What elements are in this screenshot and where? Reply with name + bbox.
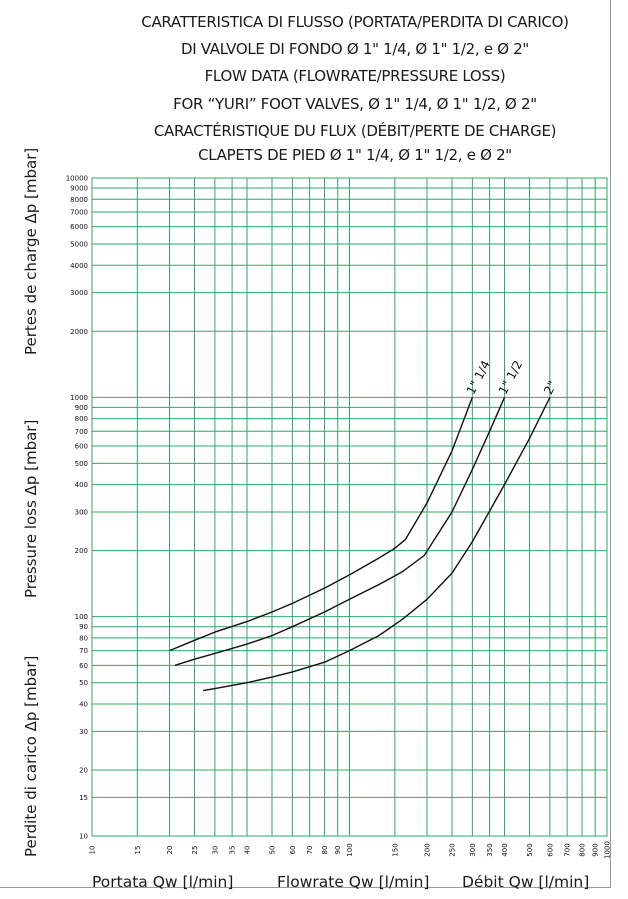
- page-frame: [0, 0, 611, 888]
- y-tick-label: 10: [79, 833, 88, 841]
- x-tick-label: 80: [321, 846, 329, 855]
- series-label: 2": [541, 379, 560, 397]
- y-tick-label: 90: [79, 623, 88, 631]
- y-tick-label: 900: [75, 404, 88, 412]
- title-fr-2: CLAPETS DE PIED Ø 1" 1/4, Ø 1" 1/2, e Ø …: [198, 146, 512, 164]
- title-fr-1: CARACTÉRISTIQUE DU FLUX (DÉBIT/PERTE DE …: [153, 122, 557, 140]
- x-tick-label: 350: [486, 843, 494, 856]
- x-axis-label-en: Flowrate Qw [l/min]: [277, 873, 430, 891]
- x-tick-label: 800: [579, 843, 587, 856]
- series-label: 1" 1/4: [464, 358, 493, 397]
- y-tick-label: 7000: [70, 208, 88, 216]
- x-tick-label: 60: [289, 846, 297, 855]
- x-tick-label: 500: [526, 843, 534, 856]
- y-tick-label: 20: [79, 766, 88, 774]
- series-line: [202, 396, 551, 692]
- y-tick-label: 1000: [70, 394, 88, 402]
- x-tick-label: 25: [191, 846, 199, 855]
- x-tick-label: 100: [346, 843, 354, 856]
- y-tick-label: 80: [79, 634, 88, 642]
- y-tick-label: 40: [79, 700, 88, 708]
- title-en-2: FOR “YURI” FOOT VALVES, Ø 1" 1/4, Ø 1" 1…: [173, 95, 537, 113]
- x-tick-label: 50: [268, 846, 276, 855]
- x-tick-label: 15: [134, 846, 142, 855]
- title-it-2: DI VALVOLE DI FONDO Ø 1" 1/4, Ø 1" 1/2, …: [180, 40, 530, 58]
- y-tick-label: 2000: [70, 328, 88, 336]
- y-tick-label: 30: [79, 728, 88, 736]
- series-line: [169, 397, 474, 652]
- y-tick-label: 4000: [70, 262, 88, 270]
- x-tick-label: 900: [592, 843, 600, 856]
- y-tick-label: 50: [79, 679, 88, 687]
- plot-border: [91, 177, 608, 837]
- x-tick-label: 30: [211, 846, 219, 855]
- y-tick-label: 200: [75, 547, 88, 555]
- y-tick-label: 15: [79, 794, 88, 802]
- y-tick-label: 70: [79, 647, 88, 655]
- y-tick-label: 700: [75, 428, 88, 436]
- x-tick-label: 150: [391, 843, 399, 856]
- x-tick-label: 300: [469, 843, 477, 856]
- y-tick-label: 500: [75, 460, 88, 468]
- series-line: [174, 397, 506, 666]
- x-tick-label: 400: [501, 843, 509, 856]
- y-tick-label: 300: [75, 509, 88, 517]
- y-tick-label: 600: [75, 442, 88, 450]
- x-tick-label: 20: [166, 846, 174, 855]
- y-tick-label: 800: [75, 415, 88, 423]
- y-tick-label: 8000: [70, 196, 88, 204]
- y-tick-label: 60: [79, 662, 88, 670]
- series-label: 1" 1/2: [496, 358, 525, 397]
- x-axis-label-it: Portata Qw [l/min]: [92, 873, 234, 891]
- y-tick-label: 10000: [66, 175, 88, 183]
- x-tick-label: 70: [306, 846, 314, 855]
- y-tick-label: 5000: [70, 241, 88, 249]
- x-tick-label: 10: [89, 846, 97, 855]
- y-tick-label: 6000: [70, 223, 88, 231]
- title-en-1: FLOW DATA (FLOWRATE/PRESSURE LOSS): [204, 67, 506, 85]
- y-tick-label: 400: [75, 481, 88, 489]
- x-tick-label: 40: [244, 846, 252, 855]
- y-tick-label: 100: [75, 613, 88, 621]
- x-axis-label-fr: Débit Qw [l/min]: [462, 873, 590, 891]
- x-tick-label: 35: [229, 846, 237, 855]
- x-tick-label: 600: [546, 843, 554, 856]
- x-tick-label: 700: [564, 843, 572, 856]
- x-tick-label: 200: [424, 843, 432, 856]
- x-tick-label: 1000: [604, 841, 612, 859]
- y-tick-label: 3000: [70, 289, 88, 297]
- x-tick-label: 250: [448, 843, 456, 856]
- title-it-1: CARATTERISTICA DI FLUSSO (PORTATA/PERDIT…: [141, 13, 569, 31]
- x-tick-label: 90: [334, 846, 342, 855]
- y-tick-label: 9000: [70, 185, 88, 193]
